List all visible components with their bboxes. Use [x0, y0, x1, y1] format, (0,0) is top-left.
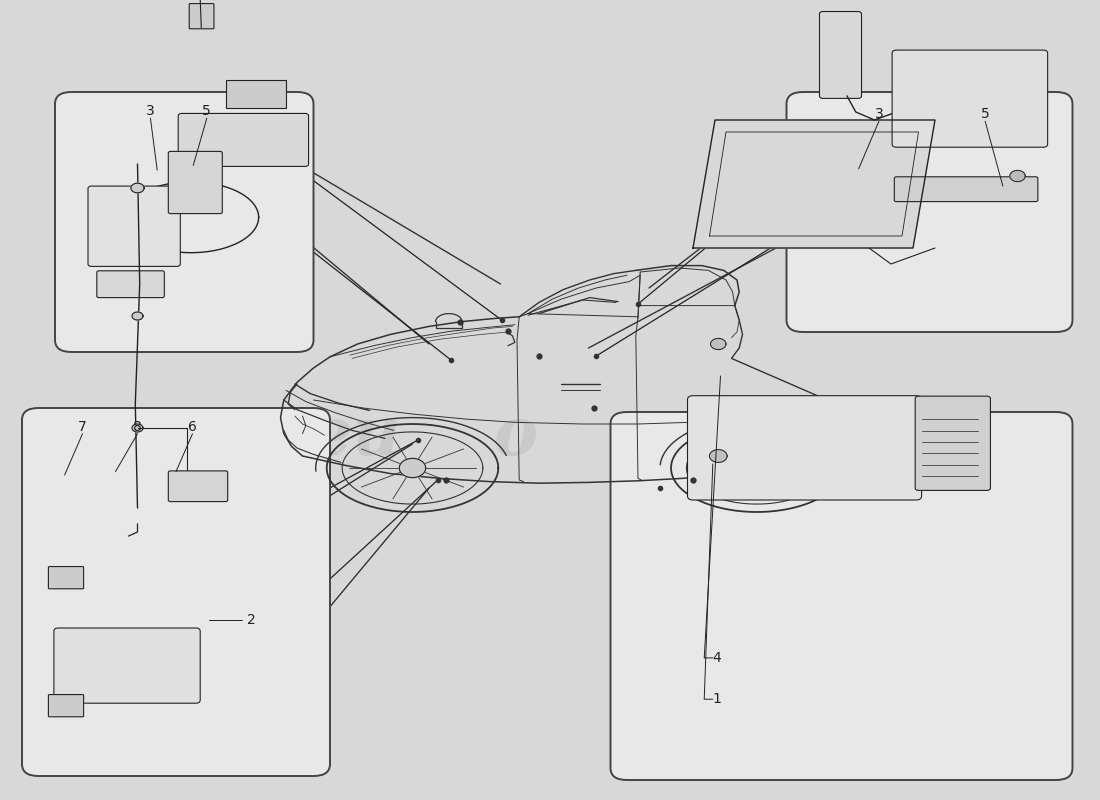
- FancyBboxPatch shape: [178, 114, 308, 166]
- Bar: [226, 81, 286, 108]
- FancyBboxPatch shape: [97, 270, 164, 298]
- Text: 8: 8: [133, 420, 142, 434]
- Text: 4: 4: [713, 651, 722, 665]
- FancyBboxPatch shape: [189, 4, 213, 29]
- FancyBboxPatch shape: [168, 151, 222, 214]
- FancyBboxPatch shape: [22, 408, 330, 776]
- Text: 3: 3: [146, 104, 155, 118]
- Polygon shape: [131, 183, 144, 193]
- Polygon shape: [399, 458, 426, 478]
- Polygon shape: [132, 312, 143, 320]
- FancyBboxPatch shape: [688, 396, 922, 500]
- Text: 5: 5: [202, 104, 211, 118]
- FancyBboxPatch shape: [786, 92, 1072, 332]
- Text: 7: 7: [78, 420, 87, 434]
- FancyBboxPatch shape: [48, 566, 84, 589]
- FancyBboxPatch shape: [168, 471, 228, 502]
- Polygon shape: [744, 458, 770, 478]
- Text: 1: 1: [713, 692, 722, 706]
- FancyBboxPatch shape: [54, 628, 200, 703]
- Polygon shape: [711, 338, 726, 350]
- FancyBboxPatch shape: [892, 50, 1047, 147]
- FancyBboxPatch shape: [48, 694, 84, 717]
- Polygon shape: [1010, 170, 1025, 182]
- FancyBboxPatch shape: [894, 177, 1037, 202]
- FancyBboxPatch shape: [915, 396, 990, 490]
- Text: 5: 5: [981, 107, 990, 122]
- Text: 3: 3: [874, 107, 883, 122]
- FancyBboxPatch shape: [88, 186, 180, 266]
- FancyBboxPatch shape: [610, 412, 1072, 780]
- FancyBboxPatch shape: [820, 11, 861, 98]
- Polygon shape: [693, 120, 935, 248]
- Text: 6: 6: [188, 420, 197, 434]
- Polygon shape: [132, 424, 143, 432]
- FancyBboxPatch shape: [55, 92, 314, 352]
- Text: eu    o    ares: eu o ares: [310, 403, 790, 469]
- Text: 2: 2: [248, 613, 256, 626]
- Polygon shape: [710, 450, 727, 462]
